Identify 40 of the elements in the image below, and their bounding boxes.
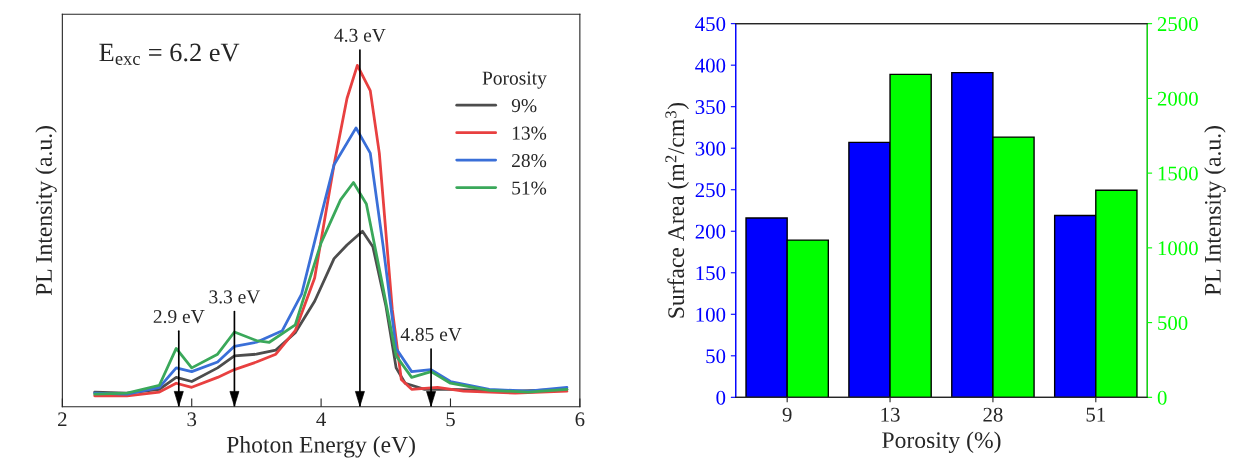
y2-axis-title: PL Intensity (a.u.) — [1204, 126, 1226, 296]
legend-label: 28% — [512, 153, 547, 168]
y2-tick-label: 0 — [1157, 390, 1167, 405]
y2-tick-label: 500 — [1158, 315, 1188, 331]
y2-tick-label: 2000 — [1157, 91, 1198, 106]
x-tick-label: 9 — [782, 407, 792, 422]
x-tick-label: 2 — [58, 412, 67, 427]
legend-title: Porosity — [482, 71, 547, 89]
x-tick-label: 51 — [1086, 407, 1105, 422]
x-tick-label: 28 — [983, 407, 1003, 422]
y2-tick-label: 1500 — [1158, 166, 1198, 181]
legend-label: 13% — [512, 126, 547, 140]
ref-line-label: 4.85 eV — [400, 327, 462, 342]
x-axis-title: Porosity (%) — [882, 431, 1001, 453]
legend-label: 51% — [512, 181, 547, 195]
y2-tick-label: 1000 — [1158, 241, 1198, 256]
y-tick-label: 250 — [695, 183, 726, 198]
x-tick-label: 3 — [187, 412, 197, 427]
y-tick-label: 400 — [695, 58, 726, 73]
y2-tick-label: 2500 — [1157, 17, 1198, 32]
x-tick-label: 4 — [316, 412, 326, 427]
ref-line-label: 3.3 eV — [209, 290, 261, 304]
y-axis-title: Surface Area (m$^{2}$/cm$^{3}$) — [665, 102, 689, 318]
y-tick-label: 0 — [716, 390, 726, 405]
y-tick-label: 50 — [706, 349, 726, 364]
x-tick-label: 6 — [575, 412, 585, 427]
x-tick-label: 5 — [446, 412, 455, 427]
text: E$_{exc}$ = 6.2 eV — [99, 43, 240, 65]
y-tick-label: 200 — [695, 224, 726, 239]
y-tick-label: 350 — [695, 100, 726, 115]
x-axis-title: Photon Energy (eV) — [226, 436, 415, 458]
y-tick-label: 450 — [695, 17, 726, 32]
ref-line-label: 2.9 eV — [153, 309, 205, 324]
y-tick-label: 150 — [696, 266, 726, 281]
x-tick-label: 13 — [881, 407, 900, 422]
y-tick-label: 300 — [695, 141, 726, 156]
legend-label: 9% — [511, 99, 537, 113]
ref-line-label: 4.3 eV — [334, 28, 386, 42]
y-tick-label: 100 — [696, 307, 726, 322]
y-axis-title: PL Intensity (a.u.) — [35, 126, 57, 296]
